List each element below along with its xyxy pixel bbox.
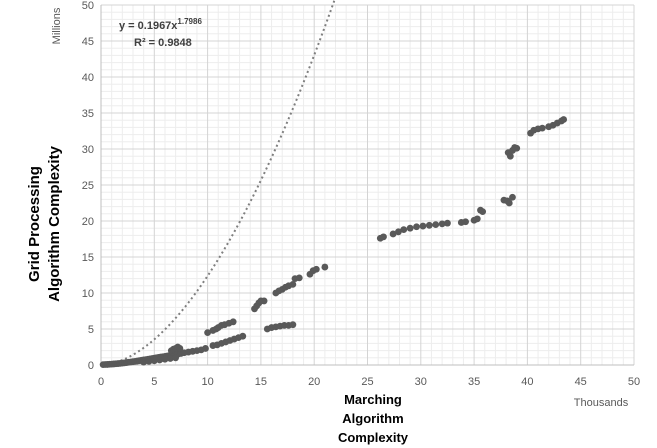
x-tick-labels: 0 5 10 15 20 25 30 35 40 45 50 xyxy=(98,376,640,388)
data-point xyxy=(140,358,148,366)
data-point xyxy=(289,280,297,288)
data-point xyxy=(425,221,433,229)
y-axis-title: Grid Processing Algorithm Complexity xyxy=(26,145,63,302)
data-point xyxy=(239,332,247,340)
data-point xyxy=(505,199,513,207)
y-tick-label: 50 xyxy=(82,0,94,12)
data-point xyxy=(229,318,237,326)
x-tick-label: 20 xyxy=(308,376,320,388)
y-tick-label: 0 xyxy=(88,360,94,372)
x-tick-label: 10 xyxy=(201,376,213,388)
data-point xyxy=(150,357,158,365)
data-point xyxy=(560,116,568,123)
data-point xyxy=(289,321,297,329)
trendline-equation: y = 0.1967x1.7986 xyxy=(119,17,202,32)
y-tick-label: 25 xyxy=(82,180,94,192)
data-point xyxy=(438,220,446,228)
data-point xyxy=(538,124,546,132)
data-point xyxy=(321,263,329,271)
data-point xyxy=(166,355,174,362)
data-point xyxy=(395,228,402,236)
data-point xyxy=(389,230,397,238)
data-point xyxy=(506,152,514,160)
data-point xyxy=(172,354,180,362)
data-point xyxy=(161,355,169,363)
data-point xyxy=(444,219,451,227)
data-point xyxy=(380,233,387,241)
trendline xyxy=(100,0,336,366)
x-tick-label: 15 xyxy=(255,376,267,388)
trendline-equation-base: y = 0.1967x xyxy=(119,20,178,32)
x-axis-title-line-3: Complexity xyxy=(338,430,409,445)
data-point xyxy=(202,345,209,352)
data-point xyxy=(406,224,414,232)
data-point xyxy=(145,358,153,365)
trendline-r-squared: R² = 0.9848 xyxy=(134,37,192,49)
data-point xyxy=(176,345,184,352)
data-point xyxy=(400,226,408,234)
x-tick-label: 40 xyxy=(521,376,533,388)
x-axis-title-line-1: Marching xyxy=(344,392,402,407)
data-point xyxy=(260,297,268,305)
y-tick-label: 40 xyxy=(82,72,94,84)
data-points xyxy=(99,116,568,369)
y-tick-label: 10 xyxy=(82,288,94,300)
data-point xyxy=(432,221,440,229)
y-tick-labels: 0 5 10 15 20 25 30 35 40 45 50 xyxy=(82,0,94,372)
x-tick-label: 25 xyxy=(361,376,373,388)
major-gridlines xyxy=(101,4,635,365)
x-tick-label: 0 xyxy=(98,376,104,388)
y-tick-label: 5 xyxy=(88,324,94,336)
data-point xyxy=(419,222,427,230)
trendline-curve xyxy=(100,0,336,366)
x-tick-label: 50 xyxy=(628,376,640,388)
y-tick-label: 15 xyxy=(82,252,94,264)
data-point xyxy=(479,208,487,216)
data-point xyxy=(312,265,320,273)
data-point xyxy=(462,218,469,226)
trendline-equation-exponent: 1.7986 xyxy=(177,17,202,26)
y-unit-label: Millions xyxy=(51,7,63,44)
data-point xyxy=(509,193,516,201)
x-axis-title-line-2: Algorithm xyxy=(342,411,403,426)
axes xyxy=(100,5,634,366)
data-point xyxy=(295,274,303,282)
y-tick-label: 35 xyxy=(82,108,94,120)
y-axis-title-line-1: Grid Processing xyxy=(26,166,43,282)
x-tick-label: 45 xyxy=(575,376,587,388)
x-tick-label: 5 xyxy=(151,376,157,388)
data-point xyxy=(204,329,212,336)
data-point xyxy=(513,144,521,152)
data-point xyxy=(413,223,420,231)
y-tick-label: 20 xyxy=(82,216,94,228)
data-point xyxy=(473,215,481,223)
data-point xyxy=(156,356,164,364)
x-tick-label: 30 xyxy=(415,376,427,388)
y-tick-label: 30 xyxy=(82,144,94,156)
x-unit-label: Thousands xyxy=(574,397,629,409)
y-axis-title-line-2: Algorithm Complexity xyxy=(46,145,63,302)
y-tick-label: 45 xyxy=(82,36,94,48)
x-tick-label: 35 xyxy=(468,376,480,388)
